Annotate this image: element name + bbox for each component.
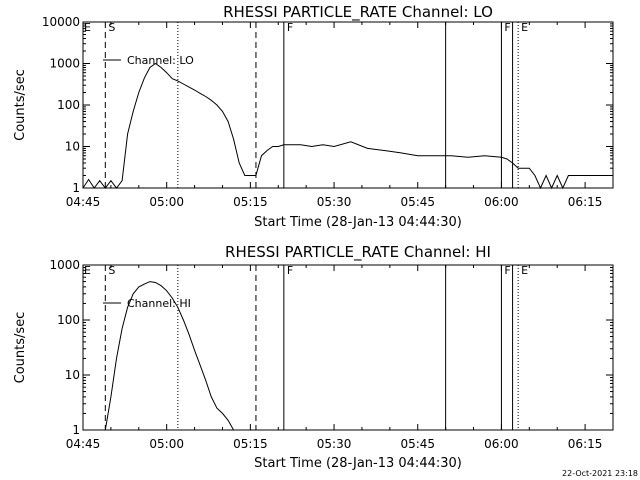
x-tick-label: 05:45 [400,195,435,209]
x-tick-label: 06:00 [484,195,519,209]
corner-flag: E [84,264,91,277]
event-label: F [504,21,510,34]
y-tick-label: 100 [57,98,80,112]
x-axis-label: Start Time (28-Jan-13 04:44:30) [254,215,462,230]
event-label: E [521,21,528,34]
chart-title: RHESSI PARTICLE_RATE Channel: HI [225,243,491,262]
chart-title: RHESSI PARTICLE_RATE Channel: LO [223,3,493,22]
event-label: F [504,264,510,277]
event-label: S [108,264,115,277]
series-line [82,62,613,190]
x-tick-label: 06:15 [568,195,603,209]
series-line [104,281,235,431]
plot-frame [82,264,614,431]
event-label: E [521,264,528,277]
y-tick-label: 1000 [49,57,80,71]
x-axis-label: Start Time (28-Jan-13 04:44:30) [254,456,462,471]
y-tick-label: 10000 [42,15,80,29]
y-tick-label: 1 [72,423,80,437]
x-tick-label: 05:00 [149,195,184,209]
y-tick-label: 1 [72,181,80,195]
x-tick-label: 05:00 [149,437,184,451]
event-label: S [108,21,115,34]
x-tick-label: 05:45 [400,437,435,451]
x-tick-label: 06:00 [484,437,519,451]
lo-channel-panel: RHESSI PARTICLE_RATE Channel: LO Start Ti… [13,3,614,230]
event-label: F [287,21,293,34]
y-tick-label: 10 [65,368,80,382]
legend-label: Channel: LO [127,54,194,67]
event-label: F [287,264,293,277]
y-axis-label: Counts/sec [13,69,28,141]
x-tick-label: 05:30 [317,195,352,209]
y-axis-label: Counts/sec [13,312,28,384]
plot-frame [82,21,614,189]
x-tick-label: 04:45 [66,437,101,451]
x-tick-label: 05:15 [233,195,268,209]
x-tick-label: 06:15 [568,437,603,451]
corner-flag: E [84,21,91,34]
y-tick-label: 100 [57,313,80,327]
timestamp: 22-Oct-2021 23:18 [562,469,638,478]
x-tick-label: 04:45 [66,195,101,209]
y-tick-label: 1000 [49,258,80,272]
x-tick-label: 05:15 [233,437,268,451]
hi-channel-panel: RHESSI PARTICLE_RATE Channel: HI Start Ti… [13,243,614,471]
legend-label: Channel: HI [127,297,191,310]
x-tick-label: 05:30 [317,437,352,451]
y-tick-label: 10 [65,140,80,154]
